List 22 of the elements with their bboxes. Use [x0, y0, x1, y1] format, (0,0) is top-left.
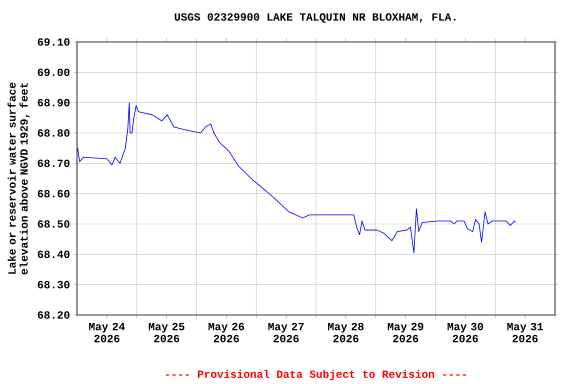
x-tick-label: May 27 2026 [268, 322, 304, 342]
x-tick-label: May 30 2026 [448, 322, 484, 342]
y-tick-label: 68.60 [38, 190, 70, 198]
y-tick-label: 68.30 [38, 280, 70, 288]
y-tick-label: 68.90 [38, 98, 70, 106]
line-series [77, 102, 516, 254]
x-tick-label: May 25 2026 [148, 322, 184, 342]
y-tick-label: 68.40 [38, 250, 70, 258]
x-tick-label: May 28 2026 [328, 322, 364, 342]
y-tick-label: 69.10 [38, 38, 70, 46]
x-tick-label: May 29 2026 [388, 322, 424, 342]
x-tick-label: May 31 2026 [507, 322, 543, 342]
x-tick-label: May 24 2026 [89, 322, 125, 342]
y-tick-label: 68.70 [38, 160, 70, 168]
y-tick-label: 68.50 [38, 220, 70, 228]
chart-title: USGS 02329900 LAKE TALQUIN NR BLOXHAM, FLA. [174, 13, 456, 23]
text: ---- Provisional Data Subject to Revision ---- [166, 370, 466, 380]
y-tick-label: 69.00 [38, 68, 70, 76]
y-axis-title: Lake or reservoir water surface elevation above NGVD 1929, feet [8, 82, 30, 274]
y-tick-label: 68.80 [38, 129, 70, 137]
x-tick-label: May 26 2026 [208, 322, 244, 342]
y-tick-label: 68.20 [38, 311, 70, 319]
